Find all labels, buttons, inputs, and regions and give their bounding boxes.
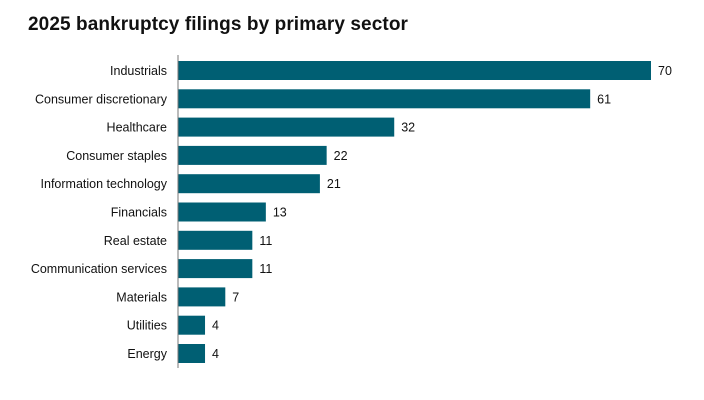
bar — [178, 287, 226, 307]
category-label: Utilities — [127, 319, 167, 333]
category-label: Industrials — [110, 64, 167, 78]
category-label: Information technology — [41, 177, 168, 191]
value-label: 4 — [212, 347, 219, 361]
bar — [178, 89, 591, 109]
bar — [178, 61, 651, 80]
category-label: Communication services — [31, 262, 167, 276]
bar — [178, 315, 206, 335]
bar — [178, 344, 206, 363]
value-label: 4 — [212, 319, 219, 333]
value-label: 11 — [259, 234, 272, 248]
category-label: Financials — [111, 206, 167, 220]
category-label: Healthcare — [107, 121, 167, 135]
value-label: 11 — [259, 262, 272, 276]
category-label: Materials — [116, 290, 167, 304]
bar — [178, 145, 327, 165]
bars-layer: Industrials 70 Consumer discretionary 61 Hea… — [31, 61, 672, 363]
value-label: 22 — [334, 149, 348, 163]
category-label: Consumer discretionary — [35, 92, 168, 106]
bar — [178, 230, 253, 250]
chart-title: 2025 bankruptcy filings by primary secto… — [28, 14, 409, 35]
value-label: 61 — [597, 92, 611, 106]
bar — [178, 259, 253, 279]
category-label: Real estate — [104, 234, 167, 248]
value-label: 70 — [658, 64, 672, 78]
category-label: Energy — [127, 347, 167, 361]
category-label: Consumer staples — [66, 149, 167, 163]
value-label: 13 — [273, 206, 287, 220]
bar — [178, 117, 395, 137]
bar — [178, 174, 320, 194]
value-label: 7 — [232, 290, 239, 304]
bar — [178, 202, 266, 222]
value-label: 21 — [327, 177, 341, 191]
value-label: 32 — [401, 121, 415, 135]
